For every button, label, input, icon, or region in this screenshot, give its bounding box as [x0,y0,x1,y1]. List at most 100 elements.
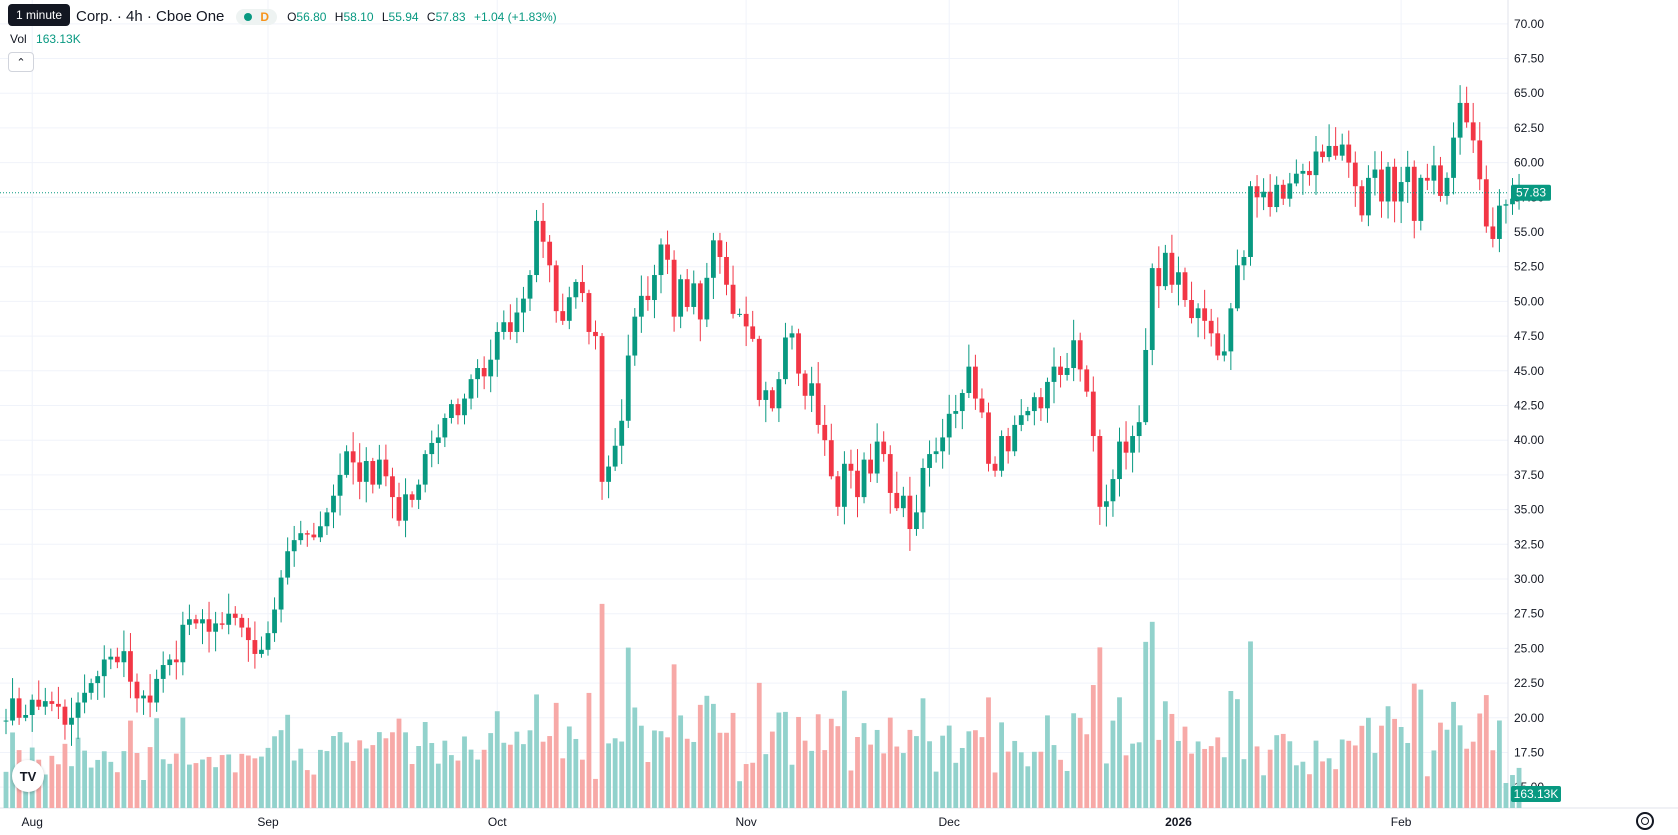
candle-body [874,441,880,474]
candle-body [1366,177,1371,216]
candle-body [1208,320,1214,334]
candle-body [1510,198,1515,205]
last-price-label: 57.83 [1516,186,1546,200]
volume-bar [1071,713,1077,808]
volume-bar [1143,641,1149,808]
volume-bar [1176,740,1181,808]
candle-body [193,619,199,624]
volume-bar [494,711,500,808]
candle-body [272,609,277,634]
volume-bar [1293,765,1299,808]
candle-body [1169,252,1175,285]
candle-body [213,623,218,632]
symbol-title[interactable]: Corp. · 4h · Cboe One [76,8,225,25]
candle-body [1248,186,1253,257]
volume-bar [108,761,114,808]
candle-body [383,459,389,477]
volume-bar [743,764,749,808]
volume-bar [75,737,81,808]
candle-body [1483,179,1489,227]
candle-body [416,484,422,500]
price-tick-label: 70.00 [1514,17,1544,31]
candle-body [625,355,631,421]
candle-body [927,454,932,468]
candle-body [10,698,15,721]
volume-bar [920,698,926,808]
candle-body [658,244,664,276]
volume-bar [1110,720,1116,808]
volume-bar [298,748,304,808]
volume-bar [717,732,723,808]
candle-body [1431,165,1437,181]
market-status-pill[interactable]: D [236,8,278,25]
candle-body [1267,191,1273,208]
price-tick-label: 17.50 [1514,745,1544,759]
volume-bar [914,736,919,808]
volume-bar [625,647,631,808]
volume-bar [1051,745,1057,808]
volume-bar [1320,761,1325,808]
volume-bar [304,770,310,808]
candle-body [992,463,998,471]
volume-bar [1202,748,1208,808]
volume-bar [239,753,245,808]
volume-bar [154,718,160,808]
candle-body [29,699,35,716]
candle-body [1097,436,1103,507]
delayed-data-indicator: D [260,9,270,24]
volume-bar [1438,722,1443,808]
candle-body [1490,226,1496,239]
candle-body [632,316,638,356]
volume-bar [95,759,101,808]
candle-body [1300,170,1306,174]
price-tick-label: 37.50 [1514,468,1544,482]
candle-body [1359,186,1365,216]
candle-body [390,476,395,498]
tradingview-logo[interactable]: TV [12,760,44,792]
candle-body [1117,441,1122,480]
volume-bar [488,733,494,808]
volume-bar [750,762,756,808]
candle-body [540,220,546,242]
candle-body [1280,184,1286,199]
price-tick-label: 22.50 [1514,676,1544,690]
candle-body [1156,268,1162,287]
volume-bar [1287,741,1293,808]
candle-body [1104,501,1109,507]
volume-bar [449,755,454,808]
price-tick-label: 27.50 [1514,607,1544,621]
volume-bar [874,729,880,808]
candle-body [435,437,441,443]
volume-bar [383,738,389,808]
volume-bar [121,751,127,808]
candle-body [357,462,363,482]
volume-bar [1346,740,1352,808]
candle-body [88,683,94,693]
volume-bar [226,754,232,808]
volume-bar [435,763,441,808]
volume-bar [973,730,978,808]
volume-bar [278,730,284,808]
volume-bar [462,736,467,808]
candle-body [1352,162,1358,187]
volume-bar [881,753,887,808]
collapse-legend-button[interactable]: ⌃ [8,52,34,72]
candle-body [711,240,716,278]
volume-bar [272,736,277,808]
candle-body [1038,397,1044,409]
volume-bar [776,712,782,808]
settings-gear-icon[interactable] [1636,812,1654,830]
candle-body [206,619,212,632]
candle-body [1287,183,1293,199]
volume-bar [1254,746,1260,808]
candle-body [999,436,1004,471]
volume-bar [638,725,644,808]
volume-bar [331,736,336,808]
volume-bar [1307,774,1312,808]
candle-body [665,244,670,260]
volume-bar [1359,725,1365,808]
volume-bar [1339,739,1345,808]
candle-body [1333,145,1339,156]
candle-body [1464,102,1470,123]
